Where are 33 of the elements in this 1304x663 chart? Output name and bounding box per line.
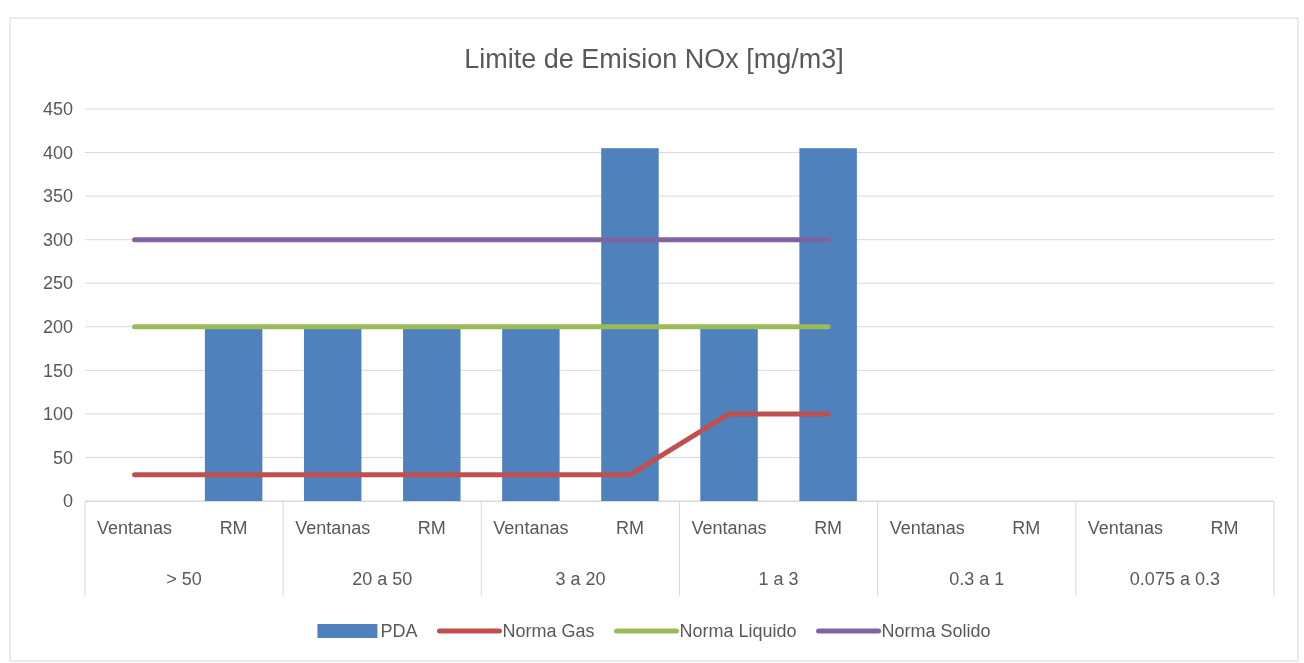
x-tick-label: RM — [1012, 517, 1041, 538]
legend-label: Norma Liquido — [679, 621, 797, 641]
x-tick-label: Ventanas — [1087, 517, 1163, 538]
y-tick-label: 400 — [42, 142, 73, 163]
x-tick-label: Ventanas — [493, 517, 569, 538]
text: 1 a 3 — [758, 569, 799, 589]
x-tick-label: Ventanas — [889, 517, 965, 538]
x-tick-label: RM — [615, 517, 644, 538]
y-tick-label: 0 — [62, 491, 73, 512]
x-tick-label: Ventanas — [295, 517, 371, 538]
x-tick-label: RM — [417, 517, 446, 538]
y-tick-label: 300 — [42, 229, 73, 250]
chart-title: Limite de Emision NOx [mg/m3] — [464, 44, 844, 74]
text: 3 a 20 — [555, 569, 606, 589]
y-tick-label: 450 — [42, 99, 73, 120]
text: 0.075 a 0.3 — [1129, 569, 1220, 589]
legend-label: Norma Solido — [881, 621, 991, 641]
x-tick-label: Ventanas — [97, 517, 173, 538]
legend-label: PDA — [380, 621, 418, 641]
x-tick-label: RM — [1210, 517, 1239, 538]
legend-label: Norma Gas — [502, 621, 595, 641]
y-tick-label: 100 — [42, 404, 73, 425]
text: 0.3 a 1 — [949, 569, 1005, 589]
y-tick-label: 50 — [52, 447, 73, 468]
text: 20 a 50 — [352, 569, 413, 589]
x-tick-label: RM — [219, 517, 248, 538]
y-tick-label: 250 — [42, 273, 73, 294]
text: > 50 — [166, 569, 202, 589]
y-tick-label: 150 — [42, 360, 73, 381]
x-tick-label: RM — [814, 517, 843, 538]
y-tick-label: 200 — [42, 317, 73, 338]
x-tick-label: Ventanas — [691, 517, 767, 538]
y-tick-label: 350 — [42, 186, 73, 207]
